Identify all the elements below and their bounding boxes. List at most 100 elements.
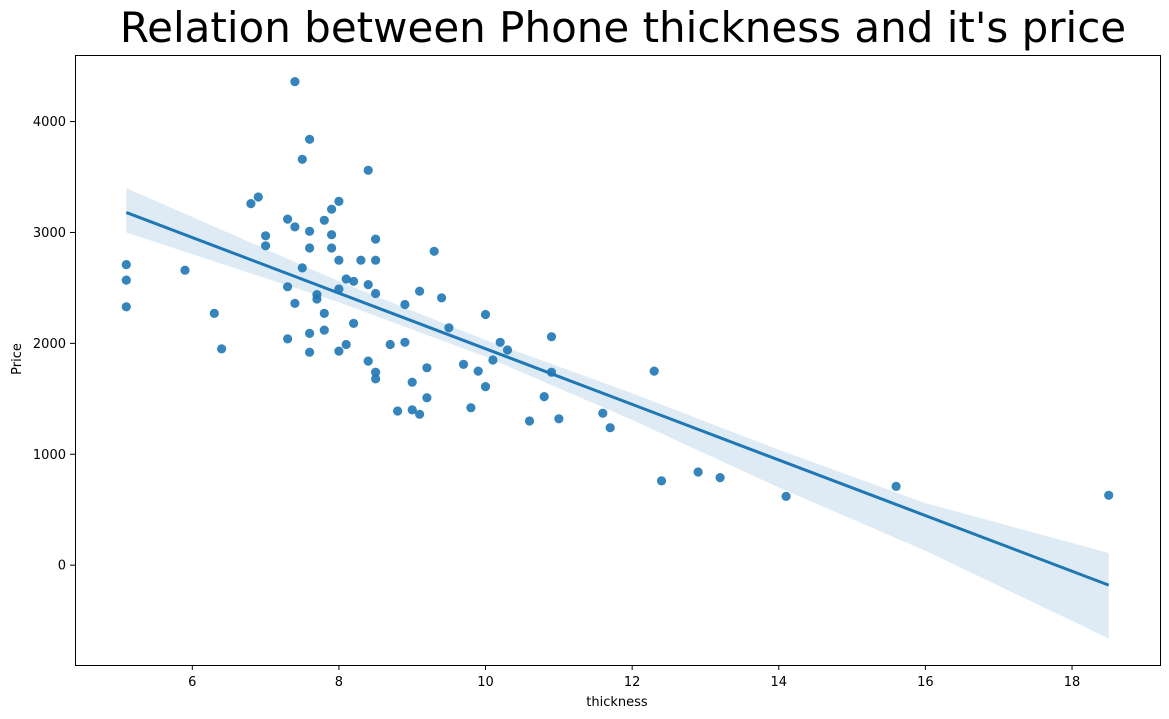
data-point bbox=[480, 382, 491, 392]
data-point bbox=[319, 325, 329, 335]
data-point bbox=[598, 408, 608, 418]
data-point bbox=[407, 377, 417, 387]
data-point bbox=[605, 423, 615, 433]
data-point bbox=[495, 337, 505, 347]
data-point bbox=[466, 403, 476, 413]
data-point bbox=[415, 286, 425, 296]
x-tick-label: 14 bbox=[771, 675, 788, 690]
data-point bbox=[283, 282, 293, 292]
data-point bbox=[334, 196, 344, 206]
data-point bbox=[546, 332, 557, 342]
data-point bbox=[363, 165, 373, 175]
data-point bbox=[121, 302, 131, 312]
data-point bbox=[656, 476, 667, 486]
data-point bbox=[473, 366, 483, 376]
data-point bbox=[407, 405, 417, 415]
data-point bbox=[349, 318, 359, 328]
data-point bbox=[480, 309, 491, 320]
data-point bbox=[327, 243, 337, 253]
data-point bbox=[305, 243, 315, 253]
data-point bbox=[341, 274, 351, 284]
data-point bbox=[283, 214, 293, 224]
data-point bbox=[363, 356, 373, 366]
chart-title: Relation between Phone thickness and it'… bbox=[120, 3, 1126, 52]
data-point bbox=[290, 222, 300, 232]
data-point bbox=[217, 344, 227, 354]
data-point bbox=[341, 339, 351, 350]
data-point bbox=[693, 467, 703, 477]
data-point bbox=[1104, 490, 1114, 500]
data-point bbox=[891, 481, 901, 491]
data-point bbox=[458, 359, 469, 369]
data-point bbox=[429, 246, 439, 256]
data-point bbox=[319, 308, 329, 318]
data-point bbox=[371, 255, 381, 265]
data-point bbox=[502, 345, 513, 355]
data-point bbox=[539, 392, 549, 402]
data-point bbox=[209, 308, 219, 318]
y-axis: 0 1000 2000 3000 4000 bbox=[33, 115, 75, 574]
regression-line bbox=[125, 211, 1110, 587]
confidence-band bbox=[126, 188, 1109, 639]
data-point bbox=[715, 473, 725, 483]
data-point bbox=[305, 347, 315, 357]
data-point bbox=[297, 154, 307, 164]
plot-area bbox=[121, 77, 1114, 639]
data-point bbox=[400, 337, 410, 347]
x-tick-label: 8 bbox=[335, 675, 343, 690]
data-point bbox=[305, 328, 315, 338]
data-point bbox=[488, 355, 498, 365]
data-point bbox=[319, 215, 329, 225]
y-axis-label: Price bbox=[10, 343, 25, 375]
data-point bbox=[356, 255, 366, 265]
data-point bbox=[261, 231, 271, 241]
data-point bbox=[371, 374, 381, 384]
data-point bbox=[290, 77, 300, 87]
x-tick-label: 18 bbox=[1064, 675, 1081, 690]
x-tick-label: 6 bbox=[188, 675, 196, 690]
data-point bbox=[554, 414, 564, 424]
axes-frame bbox=[75, 55, 1161, 666]
x-axis: 6 8 10 12 14 16 18 bbox=[188, 665, 1080, 690]
data-point bbox=[312, 294, 322, 304]
x-tick-label: 10 bbox=[477, 675, 494, 690]
data-point bbox=[334, 346, 344, 356]
data-point bbox=[121, 260, 131, 270]
data-point bbox=[524, 416, 535, 426]
y-tick-label: 1000 bbox=[33, 448, 66, 463]
y-tick-label: 2000 bbox=[33, 337, 66, 352]
data-point bbox=[305, 226, 315, 236]
data-point bbox=[422, 393, 432, 403]
y-tick-label: 4000 bbox=[33, 115, 66, 130]
data-point bbox=[121, 275, 131, 285]
data-point bbox=[283, 334, 293, 344]
data-point bbox=[444, 323, 454, 333]
x-tick-label: 16 bbox=[917, 675, 934, 690]
data-point bbox=[246, 199, 256, 209]
data-point bbox=[305, 134, 315, 144]
data-point bbox=[371, 234, 381, 244]
data-point bbox=[371, 367, 381, 377]
data-point bbox=[422, 363, 432, 373]
data-point bbox=[297, 263, 307, 273]
data-point bbox=[349, 276, 359, 286]
x-tick-label: 12 bbox=[624, 675, 641, 690]
y-tick-label: 0 bbox=[58, 559, 66, 574]
data-point bbox=[261, 241, 271, 251]
data-point bbox=[327, 204, 337, 214]
x-axis-label: thickness bbox=[586, 695, 648, 710]
y-tick-label: 3000 bbox=[33, 226, 66, 241]
data-point bbox=[363, 280, 373, 290]
data-point bbox=[385, 339, 395, 350]
data-point bbox=[253, 192, 263, 202]
data-point bbox=[180, 265, 190, 275]
data-point bbox=[415, 409, 425, 419]
data-point bbox=[334, 255, 344, 265]
data-point bbox=[371, 288, 381, 299]
data-point bbox=[781, 491, 791, 501]
data-point bbox=[290, 298, 300, 308]
data-point bbox=[649, 366, 659, 376]
data-point bbox=[393, 406, 403, 416]
data-point bbox=[437, 293, 447, 303]
